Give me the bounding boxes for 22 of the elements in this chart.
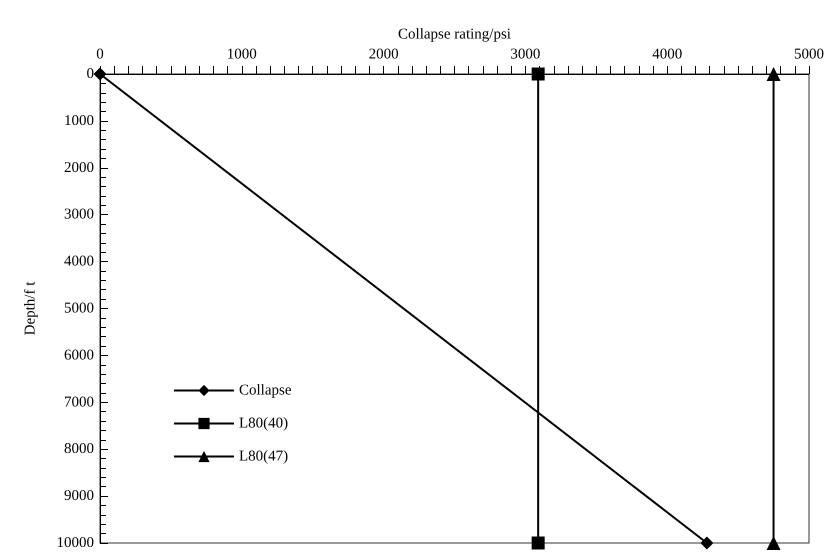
x-tick-label: 3000 xyxy=(510,46,540,62)
x-tick-label: 0 xyxy=(96,46,104,62)
y-tick-label: 6000 xyxy=(64,347,94,364)
y-tick-label: 9000 xyxy=(64,488,94,504)
y-tick-label: 3000 xyxy=(64,206,94,223)
y-tick-label: 5000 xyxy=(64,300,94,316)
x-tick-label: 2000 xyxy=(368,46,399,62)
y-tick-label: 10000 xyxy=(56,535,94,551)
x-tick-label: 1000 xyxy=(226,46,257,62)
y-tick-label: 8000 xyxy=(64,441,94,458)
legend-label: L80(47) xyxy=(239,448,288,464)
y-tick-label: 2000 xyxy=(64,160,94,176)
y-tick-label: 0 xyxy=(86,66,94,82)
x-axis-title: Collapse rating/psi xyxy=(398,26,511,42)
y-axis-title: Depth/f t xyxy=(22,280,38,336)
y-tick-label: 4000 xyxy=(64,254,94,270)
x-tick-label: 5000 xyxy=(794,46,824,62)
y-tick-label: 1000 xyxy=(64,112,94,129)
legend-label: Collapse xyxy=(239,382,292,398)
legend-label: L80(40) xyxy=(239,416,288,432)
y-tick-label: 7000 xyxy=(64,394,94,410)
x-tick-label: 4000 xyxy=(652,46,682,62)
